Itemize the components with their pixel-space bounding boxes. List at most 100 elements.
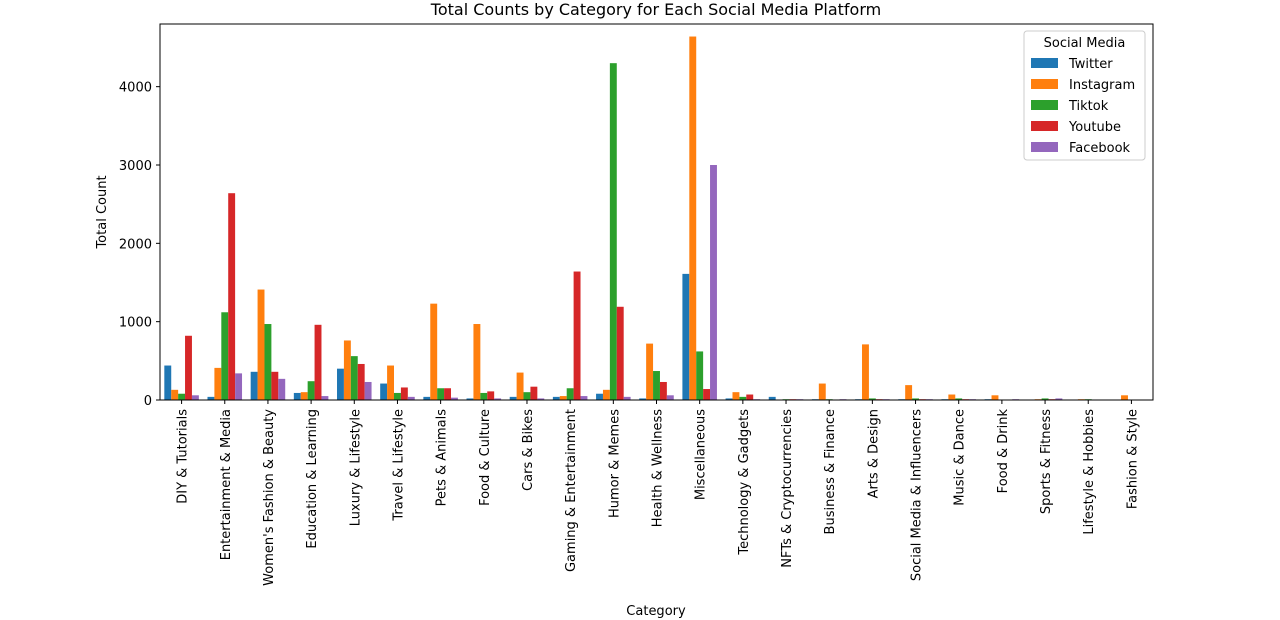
bar-tiktok-13: [739, 396, 747, 400]
bar-tiktok-18: [955, 398, 963, 400]
bar-youtube-2: [271, 371, 279, 400]
bar-instagram-16: [862, 344, 869, 400]
bar-youtube-6: [444, 388, 451, 400]
bar-instagram-8: [516, 372, 524, 400]
bar-facebook-6: [450, 397, 458, 400]
bar-instagram-1: [214, 367, 222, 400]
bar-youtube-7: [487, 391, 495, 400]
bar-youtube-5: [400, 387, 408, 400]
bar-tiktok-4: [350, 356, 358, 400]
bar-tiktok-10: [609, 63, 617, 401]
bar-tiktok-20: [1041, 398, 1049, 400]
bar-facebook-11: [666, 395, 674, 400]
x-tick-label: NFTs & Cryptocurrencies: [780, 409, 795, 568]
x-tick-label: Sports & Fitness: [1039, 409, 1054, 514]
bar-tiktok-12: [696, 351, 704, 400]
y-tick-label: 2000: [119, 237, 152, 252]
x-tick-label: Social Media & Influencers: [910, 409, 925, 581]
bar-tiktok-3: [307, 381, 315, 400]
bar-twitter-6: [423, 396, 431, 400]
bar-instagram-11: [646, 343, 654, 400]
legend-label-instagram: Instagram: [1069, 78, 1135, 93]
x-tick-label: Entertainment & Media: [219, 409, 234, 560]
bar-twitter-0: [164, 365, 172, 400]
bar-twitter-12: [682, 273, 690, 400]
bar-tiktok-2: [264, 324, 272, 400]
bar-instagram-3: [300, 392, 308, 400]
bar-twitter-11: [639, 398, 647, 400]
x-tick-label: Food & Culture: [478, 409, 493, 506]
x-tick-label: Fashion & Style: [1125, 409, 1140, 509]
bar-instagram-13: [732, 392, 740, 400]
bar-instagram-22: [1121, 395, 1128, 400]
x-tick-label: Lifestyle & Hobbies: [1082, 409, 1097, 535]
x-tick-label: Pets & Animals: [435, 409, 450, 507]
x-tick-label: Miscellaneous: [694, 409, 709, 500]
bar-tiktok-7: [480, 392, 488, 400]
x-tick-label: DIY & Tutorials: [176, 409, 191, 504]
legend-swatch-tiktok: [1031, 100, 1058, 110]
bars-group: [164, 36, 1128, 401]
x-tick-label: Humor & Memes: [607, 409, 622, 518]
legend-label-facebook: Facebook: [1069, 141, 1131, 156]
y-tick-label: 3000: [119, 159, 152, 174]
bar-tiktok-6: [437, 388, 445, 400]
legend-label-tiktok: Tiktok: [1068, 99, 1109, 114]
legend-title: Social Media: [1044, 36, 1126, 51]
bar-facebook-5: [407, 396, 415, 400]
bar-facebook-2: [278, 378, 286, 400]
bar-twitter-14: [768, 396, 776, 400]
legend-swatch-facebook: [1031, 142, 1058, 152]
bar-youtube-3: [314, 324, 322, 400]
bar-instagram-2: [257, 289, 265, 400]
x-tick-label: Cars & Bikes: [521, 409, 536, 491]
bar-facebook-10: [623, 396, 631, 400]
legend-swatch-youtube: [1031, 121, 1058, 131]
bar-tiktok-5: [394, 392, 401, 400]
x-axis: DIY & Tutorials Entertainment & Media Wome…: [176, 400, 1140, 586]
legend: Social Media Twitter Instagram Tiktok Youtu…: [1023, 30, 1146, 161]
bar-facebook-20: [1055, 398, 1063, 400]
x-tick-label: Luxury & Lifestyle: [348, 409, 363, 526]
bar-tiktok-1: [221, 312, 229, 400]
legend-label-youtube: Youtube: [1068, 120, 1121, 135]
bar-twitter-5: [380, 383, 388, 400]
bar-instagram-19: [991, 395, 999, 400]
bar-facebook-4: [364, 381, 372, 400]
bar-youtube-1: [228, 193, 236, 400]
bar-tiktok-17: [912, 398, 919, 400]
bar-twitter-3: [293, 392, 301, 400]
bar-instagram-7: [473, 324, 481, 400]
bar-youtube-10: [616, 306, 624, 400]
bar-tiktok-8: [523, 392, 531, 400]
bar-twitter-10: [596, 393, 603, 400]
bar-twitter-13: [725, 398, 733, 400]
bar-facebook-9: [580, 396, 588, 400]
legend-swatch-twitter: [1031, 58, 1058, 68]
x-axis-label: Category: [626, 604, 686, 619]
x-tick-label: Education & Learning: [305, 409, 320, 549]
bar-twitter-1: [207, 396, 215, 400]
x-tick-label: Health & Wellness: [651, 409, 666, 527]
bar-facebook-7: [494, 398, 502, 400]
x-tick-label: Arts & Design: [866, 409, 881, 498]
y-tick-label: 4000: [119, 81, 152, 96]
bar-youtube-4: [357, 363, 365, 400]
x-tick-label: Business & Finance: [823, 409, 838, 534]
bar-youtube-11: [659, 381, 667, 400]
x-tick-label: Gaming & Entertainment: [564, 409, 579, 572]
x-tick-label: Music & Dance: [953, 409, 968, 506]
bar-facebook-0: [191, 395, 199, 400]
bar-facebook-1: [235, 373, 243, 400]
bar-instagram-17: [905, 385, 913, 400]
bar-youtube-12: [703, 389, 711, 400]
bar-twitter-2: [250, 371, 258, 400]
y-tick-label: 1000: [119, 316, 152, 331]
x-tick-label: Women's Fashion & Beauty: [262, 409, 277, 586]
x-tick-label: Technology & Gadgets: [737, 409, 752, 556]
bar-twitter-4: [337, 368, 344, 400]
bar-instagram-4: [343, 340, 351, 400]
bar-tiktok-11: [653, 371, 660, 400]
plot-frame: [159, 23, 1154, 401]
bar-twitter-9: [552, 396, 560, 400]
